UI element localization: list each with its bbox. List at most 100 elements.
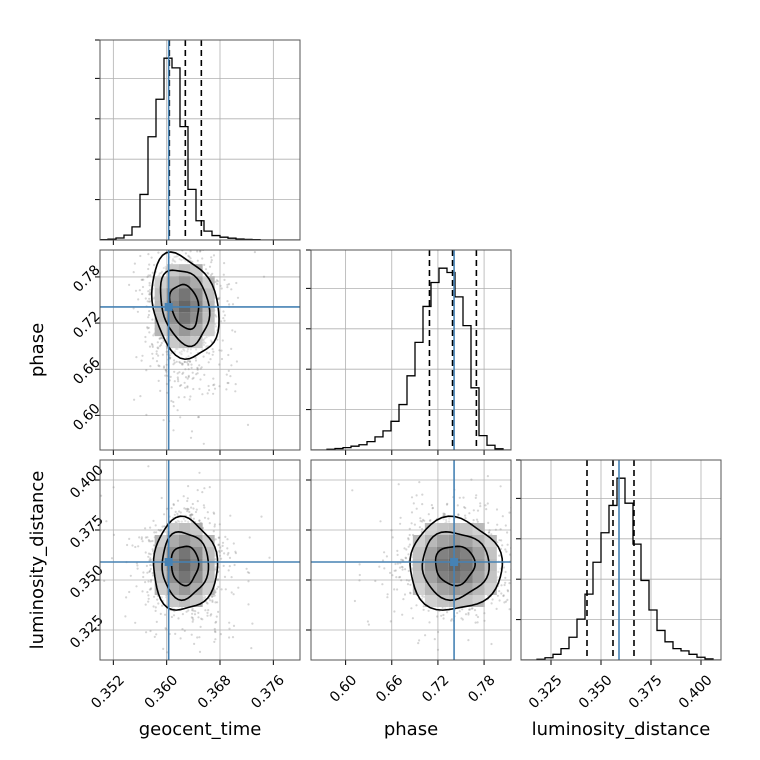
- sample-point: [458, 496, 461, 499]
- sample-point: [217, 585, 220, 589]
- sample-point: [230, 576, 233, 579]
- density-cell: [436, 583, 449, 595]
- sample-point: [489, 670, 491, 672]
- sample-point: [217, 536, 220, 539]
- sample-point: [218, 385, 221, 388]
- sample-point: [527, 506, 529, 508]
- sample-point: [189, 360, 192, 363]
- sample-point: [148, 281, 151, 285]
- truth-marker: [450, 558, 459, 566]
- sample-point: [502, 594, 505, 598]
- sample-point: [154, 609, 157, 613]
- sample-point: [199, 250, 202, 253]
- sample-point: [181, 362, 184, 365]
- panel-hist-phase: [306, 249, 512, 455]
- sample-point: [147, 253, 150, 256]
- density-cell: [190, 571, 203, 583]
- sample-point: [166, 391, 169, 394]
- sample-point: [381, 559, 385, 562]
- sample-point: [191, 513, 194, 516]
- sample-point: [174, 260, 177, 263]
- sample-point: [495, 508, 499, 511]
- density-cell: [190, 523, 203, 535]
- sample-point: [501, 544, 504, 547]
- sample-point: [153, 531, 156, 534]
- sample-point: [386, 593, 389, 596]
- sample-point: [504, 548, 507, 551]
- sample-point: [212, 384, 215, 387]
- sample-point: [490, 533, 493, 536]
- sample-point: [178, 510, 181, 513]
- sample-point: [173, 361, 176, 364]
- density-cell: [202, 288, 215, 301]
- sample-point: [149, 629, 152, 633]
- sample-point: [159, 272, 162, 275]
- sample-point: [205, 345, 208, 348]
- sample-point: [215, 315, 218, 318]
- sample-point: [176, 376, 179, 379]
- sample-point: [177, 396, 180, 399]
- sample-point: [148, 559, 151, 562]
- sample-point: [155, 172, 157, 174]
- sample-point: [223, 314, 226, 317]
- sample-point: [159, 612, 162, 616]
- sample-point: [218, 551, 221, 554]
- sample-point: [246, 571, 249, 574]
- sample-point: [156, 341, 159, 344]
- sample-point: [201, 491, 204, 494]
- sample-point: [415, 494, 418, 497]
- sample-point: [165, 382, 168, 386]
- sample-point: [196, 500, 199, 503]
- sample-point: [231, 303, 235, 306]
- sample-point: [185, 361, 188, 364]
- sample-point: [422, 605, 425, 608]
- sample-point: [390, 529, 393, 532]
- sample-point: [149, 553, 152, 556]
- sample-point: [421, 503, 424, 506]
- sample-point: [433, 638, 436, 641]
- sample-point: [159, 529, 162, 532]
- sample-point: [407, 538, 410, 541]
- sample-point: [412, 502, 415, 505]
- sample-point: [189, 514, 192, 517]
- sample-point: [515, 551, 517, 553]
- sample-point: [144, 551, 147, 554]
- sample-point: [247, 580, 250, 583]
- sample-point: [180, 362, 183, 365]
- sample-point: [176, 409, 179, 412]
- sample-point: [504, 576, 507, 580]
- sample-point: [421, 493, 424, 496]
- sample-point: [161, 525, 164, 528]
- sample-point: [177, 380, 180, 383]
- sample-point: [174, 510, 177, 513]
- sample-point: [216, 601, 219, 604]
- sample-point: [160, 341, 163, 345]
- sample-point: [397, 483, 400, 486]
- sample-point: [141, 292, 144, 296]
- sample-point: [191, 213, 193, 215]
- sample-point: [155, 352, 158, 355]
- sample-point: [445, 518, 448, 522]
- sample-point: [190, 363, 193, 366]
- sample-point: [523, 423, 525, 425]
- sample-point: [379, 520, 382, 523]
- sample-point: [165, 245, 167, 247]
- sample-point: [203, 337, 206, 340]
- sample-point: [137, 298, 140, 301]
- sample-point: [214, 601, 217, 604]
- sample-point: [210, 256, 213, 259]
- density-cell: [472, 547, 485, 559]
- sample-point: [494, 528, 497, 531]
- sample-point: [184, 242, 186, 244]
- sample-point: [174, 520, 177, 524]
- sample-point: [164, 374, 167, 377]
- sample-point: [209, 358, 212, 361]
- sample-point: [184, 376, 188, 379]
- sample-point: [408, 527, 411, 530]
- sample-point: [228, 636, 231, 639]
- sample-point: [230, 288, 233, 291]
- x-tick-label-phase-0: 0.60: [327, 672, 360, 705]
- sample-point: [187, 485, 190, 488]
- density-cell: [436, 595, 449, 607]
- sample-point: [374, 579, 377, 583]
